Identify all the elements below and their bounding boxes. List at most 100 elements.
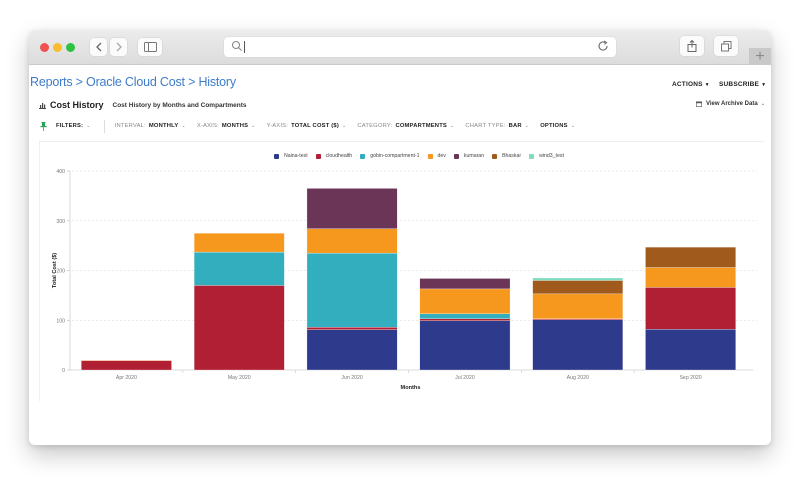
bar-segment[interactable] <box>419 320 511 371</box>
pin-icon[interactable] <box>40 121 47 131</box>
chart-type-dropdown[interactable]: CHART TYPE: BAR ⌄ <box>465 123 529 129</box>
x-axis-title: Months <box>401 385 421 391</box>
chart-legend: Naina-test cloudhealth gobin-compartment-1… <box>274 153 572 159</box>
bar-segment[interactable] <box>419 278 511 290</box>
close-window-button[interactable] <box>40 43 49 52</box>
interval-label: INTERVAL: <box>114 123 146 129</box>
chevron-down-icon: ⌄ <box>524 123 530 129</box>
calendar-icon <box>696 101 702 107</box>
bar-segment[interactable] <box>419 288 511 314</box>
bar-segment[interactable] <box>306 188 398 229</box>
legend-swatch <box>492 153 498 159</box>
maximize-window-button[interactable] <box>66 43 75 52</box>
x-axis-dropdown[interactable]: X-AXIS: MONTHS ⌄ <box>197 123 256 129</box>
bar-segment[interactable] <box>306 329 398 371</box>
stacked-bar-chart: 0 100 200 300 400 Apr 2020 May 2020 Jun 2020 Jul… <box>52 169 757 391</box>
legend-item[interactable]: dev <box>427 153 446 159</box>
bar-chart-icon <box>39 102 46 109</box>
legend-label: gobin-compartment-1 <box>370 153 420 159</box>
bar-segment[interactable] <box>532 280 624 295</box>
actions-label: ACTIONS <box>672 81 703 88</box>
chevron-down-icon: ⌄ <box>570 123 576 129</box>
bar-segment[interactable] <box>193 251 285 286</box>
x-tick-label: Aug 2020 <box>567 375 589 381</box>
subscribe-menu-button[interactable]: SUBSCRIBE ▼ <box>719 81 766 88</box>
legend-swatch <box>315 153 321 159</box>
bar-segment[interactable] <box>645 287 736 330</box>
filters-label: FILTERS: <box>56 123 84 129</box>
bar-segment[interactable] <box>193 285 285 371</box>
sidebar-toggle-button[interactable] <box>138 38 162 56</box>
legend-item[interactable]: kumaran <box>453 153 484 159</box>
y-axis-label: Y-AXIS: <box>266 123 289 129</box>
bar-segment[interactable] <box>193 233 285 253</box>
bar-segment[interactable] <box>306 327 398 330</box>
bar-segment[interactable] <box>532 319 624 371</box>
interval-value: MONTHLY <box>148 123 179 129</box>
legend-item[interactable]: wind3_test <box>529 153 564 159</box>
search-icon <box>231 40 242 51</box>
y-axis-dropdown[interactable]: Y-AXIS: TOTAL COST ($) ⌄ <box>267 123 347 129</box>
category-dropdown[interactable]: CATEGORY: COMPARTMENTS ⌄ <box>357 123 454 129</box>
legend-item[interactable]: Naina-test <box>274 153 308 159</box>
bar-segment[interactable] <box>645 329 736 371</box>
chevron-down-icon: ⌄ <box>341 123 347 129</box>
bar-segment[interactable] <box>645 267 736 288</box>
sidebar-icon <box>143 42 157 52</box>
breadcrumb-separator: > <box>75 75 83 89</box>
bar-segment[interactable] <box>419 313 511 319</box>
chart-type-value: BAR <box>508 123 522 129</box>
legend-swatch <box>529 153 535 159</box>
bar-segment[interactable] <box>81 360 172 371</box>
forward-button[interactable] <box>110 38 127 56</box>
legend-label: Bhaskar <box>502 153 522 159</box>
filters-dropdown[interactable]: FILTERS: ⌄ <box>56 123 91 129</box>
legend-item[interactable]: Bhaskar <box>492 153 521 159</box>
breadcrumb-reports[interactable]: Reports <box>30 75 73 89</box>
actions-menu-button[interactable]: ACTIONS ▼ <box>672 81 710 88</box>
chevron-down-icon: ⌄ <box>181 123 186 129</box>
share-button[interactable] <box>680 36 704 56</box>
x-tick-label: Apr 2020 <box>116 375 137 381</box>
legend-label: wind3_test <box>539 153 564 159</box>
bar-segment[interactable] <box>532 277 624 281</box>
chevron-down-icon: ⌄ <box>251 123 256 129</box>
y-tick-label: 100 <box>56 318 65 324</box>
subscribe-label: SUBSCRIBE <box>719 81 760 88</box>
new-tab-button[interactable]: + <box>749 48 771 65</box>
bar-segment[interactable] <box>645 246 736 268</box>
x-axis-value: MONTHS <box>221 123 249 129</box>
show-tabs-button[interactable] <box>714 36 738 56</box>
breadcrumb-oracle-cloud-cost[interactable]: Oracle Cloud Cost <box>86 75 185 89</box>
address-bar[interactable] <box>224 37 616 57</box>
y-tick-label: 400 <box>56 169 65 175</box>
options-label: OPTIONS <box>540 123 568 129</box>
y-tick-label: 300 <box>56 219 65 225</box>
reload-icon[interactable] <box>596 39 610 53</box>
tabs-icon <box>720 40 731 51</box>
back-button[interactable] <box>90 38 107 56</box>
x-tick-label: Jun 2020 <box>341 375 362 381</box>
minimize-window-button[interactable] <box>53 43 62 52</box>
legend-item[interactable]: gobin-compartment-1 <box>360 153 420 159</box>
y-axis-value: TOTAL COST ($) <box>291 123 339 129</box>
chevron-right-icon <box>116 42 122 52</box>
legend-swatch <box>427 153 433 159</box>
view-archive-data-button[interactable]: View Archive Data ⌄ <box>696 101 765 107</box>
bar-segment[interactable] <box>419 318 511 321</box>
caret-down-icon: ▼ <box>704 82 710 88</box>
interval-dropdown[interactable]: INTERVAL: MONTHLY ⌄ <box>115 123 186 129</box>
section-header: Cost History Cost History by Months and … <box>39 100 247 110</box>
legend-label: cloudhealth <box>325 153 353 159</box>
options-dropdown[interactable]: OPTIONS ⌄ <box>540 123 575 129</box>
bar-segment[interactable] <box>306 252 398 328</box>
legend-item[interactable]: cloudhealth <box>315 153 353 159</box>
archive-label: View Archive Data <box>706 101 758 107</box>
chevron-down-icon: ⌄ <box>450 123 455 129</box>
x-tick-label: Jul 2020 <box>455 375 475 381</box>
breadcrumb-history[interactable]: History <box>198 75 236 89</box>
chevron-left-icon <box>95 42 101 52</box>
bar-segment[interactable] <box>306 228 398 254</box>
chart-card <box>39 141 764 401</box>
bar-segment[interactable] <box>532 293 624 319</box>
